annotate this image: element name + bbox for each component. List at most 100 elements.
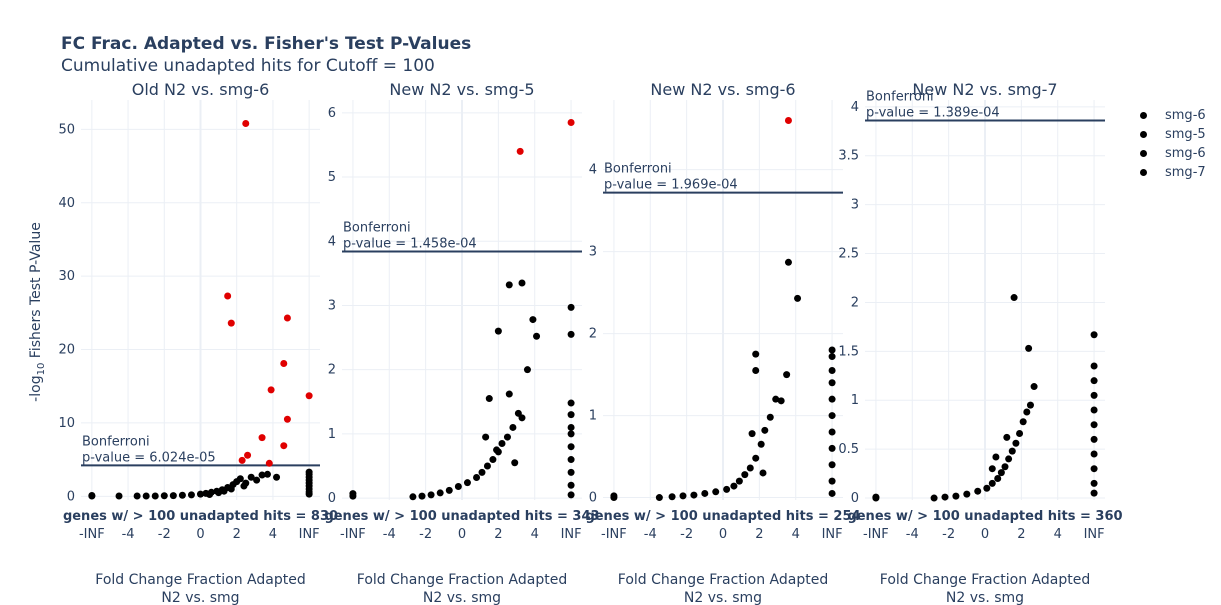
data-point <box>748 430 756 438</box>
data-point <box>952 492 960 500</box>
gene-count-label: genes w/ > 100 unadapted hits = 343 <box>324 509 599 524</box>
data-point <box>992 453 1000 461</box>
y-tick-label: 6 <box>328 106 336 121</box>
data-point <box>482 433 490 441</box>
x-tick-label: INF <box>561 527 582 542</box>
data-point <box>503 433 511 441</box>
data-point <box>828 366 836 374</box>
data-point <box>828 395 836 403</box>
data-point <box>1016 429 1024 437</box>
threshold-pvalue-label: p-value = 1.389e-04 <box>866 106 1000 121</box>
data-point <box>828 428 836 436</box>
data-point <box>988 465 996 473</box>
x-tick-label: -INF <box>601 527 627 542</box>
data-point <box>610 492 618 500</box>
x-tick-label: 2 <box>233 527 241 542</box>
data-point <box>1090 435 1098 443</box>
data-point <box>1012 439 1020 447</box>
y-tick-label: 0.5 <box>838 442 859 457</box>
data-point <box>533 332 541 340</box>
data-point <box>505 390 513 398</box>
data-point <box>567 303 575 311</box>
x-tick-label: INF <box>1084 527 1105 542</box>
legend-item[interactable]: smg-6 <box>1140 144 1206 163</box>
data-point <box>509 423 517 431</box>
y-tick-label: 2 <box>328 363 336 378</box>
significant-point <box>244 451 252 459</box>
threshold-pvalue-label: p-value = 6.024e-05 <box>82 450 216 465</box>
significant-point <box>224 292 232 300</box>
x-tick-label: 4 <box>1054 527 1062 542</box>
data-point <box>766 413 774 421</box>
y-axis-title-subscript: 10 <box>36 363 47 376</box>
legend-label: smg-6 <box>1165 146 1206 161</box>
y-tick-label: 2.5 <box>838 247 859 262</box>
data-point <box>463 479 471 487</box>
data-point <box>1090 362 1098 370</box>
data-point <box>409 493 417 501</box>
data-point <box>1030 383 1038 391</box>
data-point <box>783 371 791 379</box>
x-tick-label: 2 <box>755 527 763 542</box>
y-tick-label: 40 <box>58 196 75 211</box>
data-point <box>247 473 255 481</box>
y-tick-label: 3.5 <box>838 149 859 164</box>
data-point <box>133 492 141 500</box>
legend-item[interactable]: smg-7 <box>1140 163 1206 182</box>
x-axis-title-line2: N2 vs. smg <box>684 590 762 605</box>
data-point <box>988 479 996 487</box>
data-point <box>142 492 150 500</box>
data-point <box>1025 344 1033 352</box>
gene-count-label: genes w/ > 100 unadapted hits = 830 <box>63 509 338 524</box>
y-tick-label: 1 <box>851 393 859 408</box>
y-tick-label: 0 <box>328 491 336 506</box>
panel-title: New N2 vs. smg-6 <box>650 80 795 99</box>
x-tick-label: 0 <box>981 527 989 542</box>
data-point <box>206 490 214 498</box>
data-point <box>828 353 836 361</box>
x-tick-label: 0 <box>719 527 727 542</box>
y-tick-label: 30 <box>58 269 75 284</box>
data-point <box>828 489 836 497</box>
data-point <box>227 485 235 493</box>
legend-label: smg-7 <box>1165 165 1206 180</box>
x-tick-label: INF <box>299 527 320 542</box>
data-point <box>1090 377 1098 385</box>
data-point <box>828 379 836 387</box>
data-point <box>772 395 780 403</box>
data-point <box>1090 489 1098 497</box>
data-point <box>151 492 159 500</box>
data-point <box>757 440 765 448</box>
y-tick-label: 0 <box>589 491 597 506</box>
x-tick-label: -4 <box>383 527 396 542</box>
data-point <box>1003 433 1011 441</box>
data-point <box>567 330 575 338</box>
legend-item[interactable]: smg-6 <box>1140 106 1206 125</box>
data-point <box>741 471 749 479</box>
data-point <box>305 468 313 476</box>
x-tick-label: 4 <box>269 527 277 542</box>
y-tick-label: 50 <box>58 122 75 137</box>
data-point <box>529 316 537 324</box>
data-point <box>752 366 760 374</box>
data-point <box>518 414 526 422</box>
y-tick-label: 0 <box>851 491 859 506</box>
data-point <box>872 493 880 501</box>
x-tick-label: 2 <box>1017 527 1025 542</box>
data-point <box>752 350 760 358</box>
significant-point <box>238 456 246 464</box>
legend-item[interactable]: smg-5 <box>1140 125 1206 144</box>
data-point <box>436 489 444 497</box>
y-axis-title-prefix: -log <box>28 375 44 401</box>
panel-title: Old N2 vs. smg-6 <box>132 80 270 99</box>
x-axis-title: Fold Change Fraction Adapted <box>618 572 828 588</box>
data-point <box>505 281 513 289</box>
x-axis-title: Fold Change Fraction Adapted <box>357 572 567 588</box>
data-point <box>427 491 435 499</box>
x-axis-title-line2: N2 vs. smg <box>946 590 1024 605</box>
y-tick-label: 1.5 <box>838 344 859 359</box>
legend-marker <box>1140 112 1147 119</box>
data-point <box>567 399 575 407</box>
data-point <box>994 474 1002 482</box>
data-point <box>1001 463 1009 471</box>
